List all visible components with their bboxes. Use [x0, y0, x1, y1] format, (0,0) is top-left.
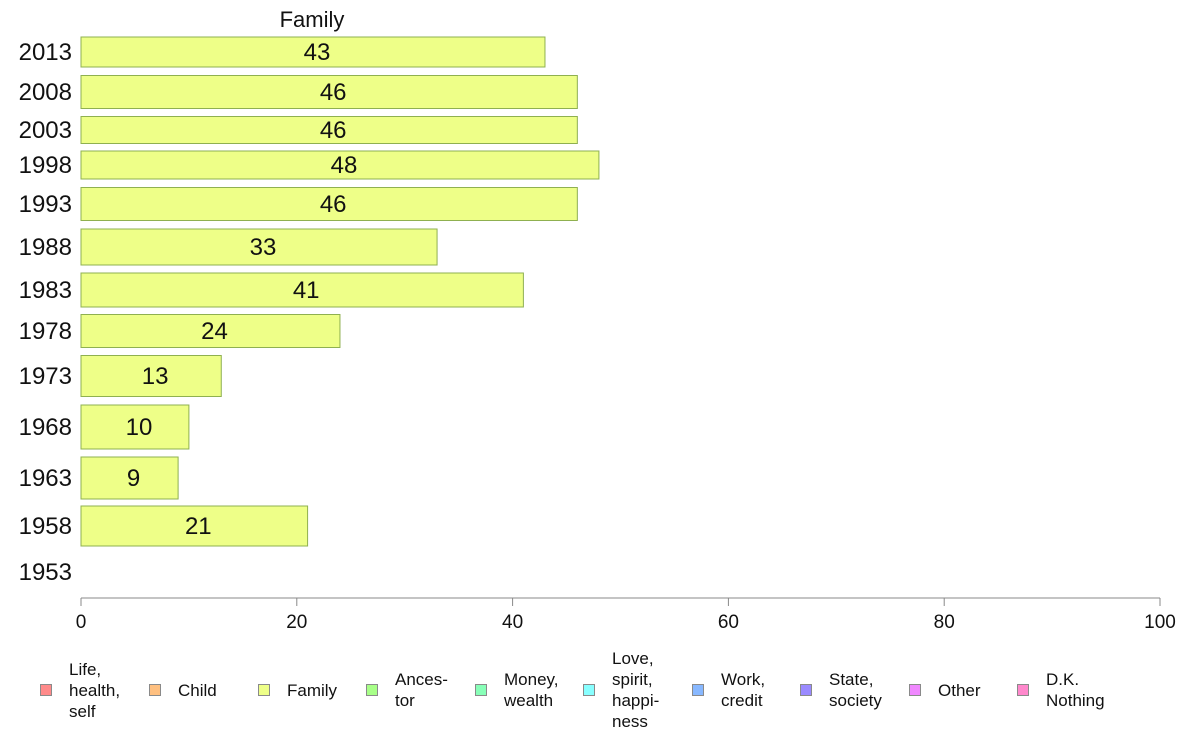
- legend-swatch: [149, 684, 161, 696]
- legend-swatch: [475, 684, 487, 696]
- legend-label: Love, spirit, happi- ness: [612, 649, 660, 731]
- year-label: 2013: [19, 39, 72, 66]
- year-label: 1968: [19, 414, 72, 441]
- data-label: 46: [320, 117, 347, 144]
- year-label: 1978: [19, 318, 72, 345]
- legend-item: State, society: [800, 645, 882, 735]
- bar: [80, 36, 546, 68]
- x-tick-label: 100: [1144, 612, 1176, 633]
- chart-title: Family: [280, 7, 345, 32]
- data-label: 24: [201, 318, 228, 345]
- x-tick-label: 80: [934, 612, 955, 633]
- y-axis-labels: 2013 2008 2003 1998 1993 1988 1983 1978 1973 1968…: [19, 39, 72, 586]
- bar: [80, 272, 524, 308]
- bar: [80, 314, 341, 348]
- legend-label: State, society: [829, 670, 882, 710]
- year-label: 1963: [19, 465, 72, 492]
- x-tick-label: 20: [286, 612, 307, 633]
- data-label: 46: [320, 191, 347, 218]
- data-label: 33: [250, 234, 277, 261]
- year-label: 1958: [19, 513, 72, 540]
- year-label: 1988: [19, 234, 72, 261]
- legend-item: Work, credit: [692, 645, 765, 735]
- data-label: 43: [304, 39, 331, 66]
- data-label: 21: [185, 513, 212, 540]
- legend-item: D.K. Nothing: [1017, 645, 1105, 735]
- x-tick-label: 40: [502, 612, 523, 633]
- legend-item: Life, health, self: [40, 645, 120, 735]
- year-label: 1998: [19, 152, 72, 179]
- legend-item: Family: [258, 645, 337, 735]
- bars-group: 43 46 46 48 46 33 41 24 13 10 9 21: [80, 36, 600, 547]
- year-label: 1973: [19, 363, 72, 390]
- legend-swatch: [692, 684, 704, 696]
- legend-label: D.K. Nothing: [1046, 670, 1105, 710]
- legend-swatch: [40, 684, 52, 696]
- legend-label: Life, health, self: [69, 659, 121, 721]
- legend-label: Family: [287, 680, 338, 700]
- x-axis: 0 20 40 60 80 100: [76, 597, 1176, 633]
- legend: Life, health, self Child Family Ances- tor M…: [0, 645, 1188, 735]
- bar: [80, 116, 578, 144]
- bar: [80, 187, 578, 221]
- bar: [80, 150, 600, 180]
- data-label: 41: [293, 277, 320, 304]
- legend-swatch: [1017, 684, 1029, 696]
- data-label: 10: [126, 414, 153, 441]
- year-label: 1993: [19, 191, 72, 218]
- bar: [80, 75, 578, 109]
- legend-item: Money, wealth: [475, 645, 559, 735]
- bar: [80, 404, 190, 450]
- legend-item: Child: [149, 645, 217, 735]
- x-tick-label: 60: [718, 612, 739, 633]
- bar: [80, 456, 179, 500]
- legend-label: Ances- tor: [395, 670, 448, 710]
- year-label: 1953: [19, 559, 72, 586]
- bar: [80, 355, 222, 397]
- legend-swatch: [583, 684, 595, 696]
- year-label: 1983: [19, 277, 72, 304]
- legend-item: Other: [909, 645, 981, 735]
- legend-swatch: [800, 684, 812, 696]
- data-label: 46: [320, 79, 347, 106]
- legend-item: Love, spirit, happi- ness: [583, 645, 659, 735]
- year-label: 2008: [19, 79, 72, 106]
- bar: [80, 228, 438, 266]
- legend-label: Work, credit: [721, 670, 766, 710]
- legend-label: Other: [938, 680, 981, 700]
- legend-label: Child: [178, 680, 217, 700]
- legend-item: Ances- tor: [366, 645, 448, 735]
- bar: [80, 505, 309, 547]
- legend-swatch: [909, 684, 921, 696]
- x-tick-label: 0: [76, 612, 87, 633]
- legend-swatch: [366, 684, 378, 696]
- legend-swatch: [258, 684, 270, 696]
- data-label: 48: [331, 152, 358, 179]
- legend-label: Money, wealth: [504, 670, 559, 710]
- year-label: 2003: [19, 117, 72, 144]
- data-label: 9: [127, 465, 140, 492]
- data-label: 13: [142, 363, 169, 390]
